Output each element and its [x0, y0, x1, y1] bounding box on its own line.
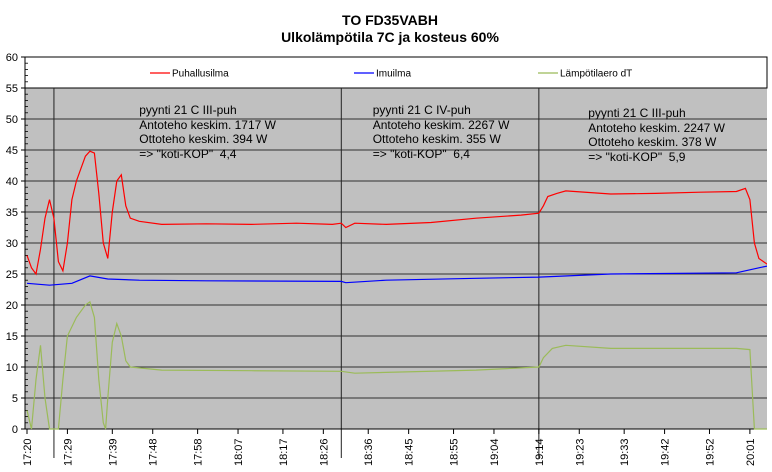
- x-tick-label: 19:52: [704, 438, 716, 466]
- legend-box: [24, 56, 768, 89]
- y-tick-label: 55: [6, 83, 18, 95]
- annotation-3: pyynti 21 C III-puh Antoteho keskim. 2247…: [588, 106, 725, 164]
- annotation-line: Antoteho keskim. 1717 W: [139, 117, 276, 132]
- annotation-line: Antoteho keskim. 2247 W: [588, 120, 725, 135]
- annotation-1: pyynti 21 C III-puh Antoteho keskim. 1717…: [139, 103, 276, 161]
- chart-title: TO FD35VABH: [342, 12, 438, 28]
- annotation-line: Ottoteho keskim. 355 W: [372, 132, 501, 146]
- annotation-2: pyynti 21 C IV-puh Antoteho keskim. 2267 …: [373, 103, 510, 161]
- annotation-line: Ottoteho keskim. 378 W: [588, 135, 717, 149]
- annotation-line: Ottoteho keskim. 394 W: [139, 132, 268, 146]
- x-tick-label: 18:36: [363, 438, 375, 466]
- annotation-line: pyynti 21 C IV-puh: [372, 103, 471, 117]
- y-tick-label: 10: [6, 362, 18, 374]
- series-line-1: [26, 150, 767, 276]
- x-tick-label: 19:33: [619, 438, 631, 466]
- x-tick-label: 17:48: [148, 438, 160, 466]
- legend-entry: Puhallusilma: [172, 69, 229, 80]
- annotation-line: pyynti 21 C III-puh: [139, 103, 237, 117]
- x-tick-label: 19:23: [574, 438, 586, 466]
- x-tick-label: 20:01: [745, 438, 757, 466]
- annotation-line: => "koti-KOP" 6,4: [372, 146, 470, 161]
- x-tick-label: 17:20: [22, 438, 34, 466]
- x-tick-label: 18:17: [278, 438, 290, 466]
- y-tick-label: 30: [6, 238, 18, 250]
- y-tick-label: 25: [6, 269, 18, 281]
- x-tick-label: 18:26: [318, 438, 330, 466]
- x-tick-label: 19:14: [534, 438, 546, 466]
- annotation-line: => "koti-KOP" 4,4: [139, 146, 237, 161]
- x-tick-label: 18:45: [404, 438, 416, 466]
- annotation-line: => "koti-KOP" 5,9: [588, 149, 686, 164]
- x-tick-label: 19:42: [660, 438, 672, 466]
- y-tick-label: 50: [6, 114, 18, 126]
- y-tick-label: 35: [6, 207, 18, 219]
- annotation-line: pyynti 21 C III-puh: [588, 106, 686, 120]
- legend-entry: Lämpötilaero dT: [560, 69, 632, 80]
- chart-subtitle: Ulkolämpötila 7C ja kosteus 60%: [281, 29, 499, 45]
- y-tick-label: 45: [6, 145, 18, 157]
- legend-entry: Imuilma: [376, 69, 411, 80]
- x-tick-label: 18:07: [233, 438, 245, 466]
- y-tick-label: 40: [6, 176, 18, 188]
- x-tick-label: 17:39: [107, 438, 119, 466]
- y-tick-label: 60: [6, 52, 18, 64]
- x-tick-label: 17:29: [62, 438, 74, 466]
- y-tick-label: 0: [12, 424, 18, 436]
- y-tick-label: 20: [6, 300, 18, 312]
- x-tick-label: 19:04: [489, 438, 501, 466]
- y-tick-label: 5: [12, 393, 18, 405]
- x-tick-label: 18:55: [449, 438, 461, 466]
- annotation-line: Antoteho keskim. 2267 W: [372, 117, 510, 132]
- x-tick-label: 17:58: [193, 438, 205, 466]
- y-tick-label: 15: [6, 331, 18, 343]
- series-line-2: [26, 265, 767, 286]
- series-line-3: [26, 300, 767, 430]
